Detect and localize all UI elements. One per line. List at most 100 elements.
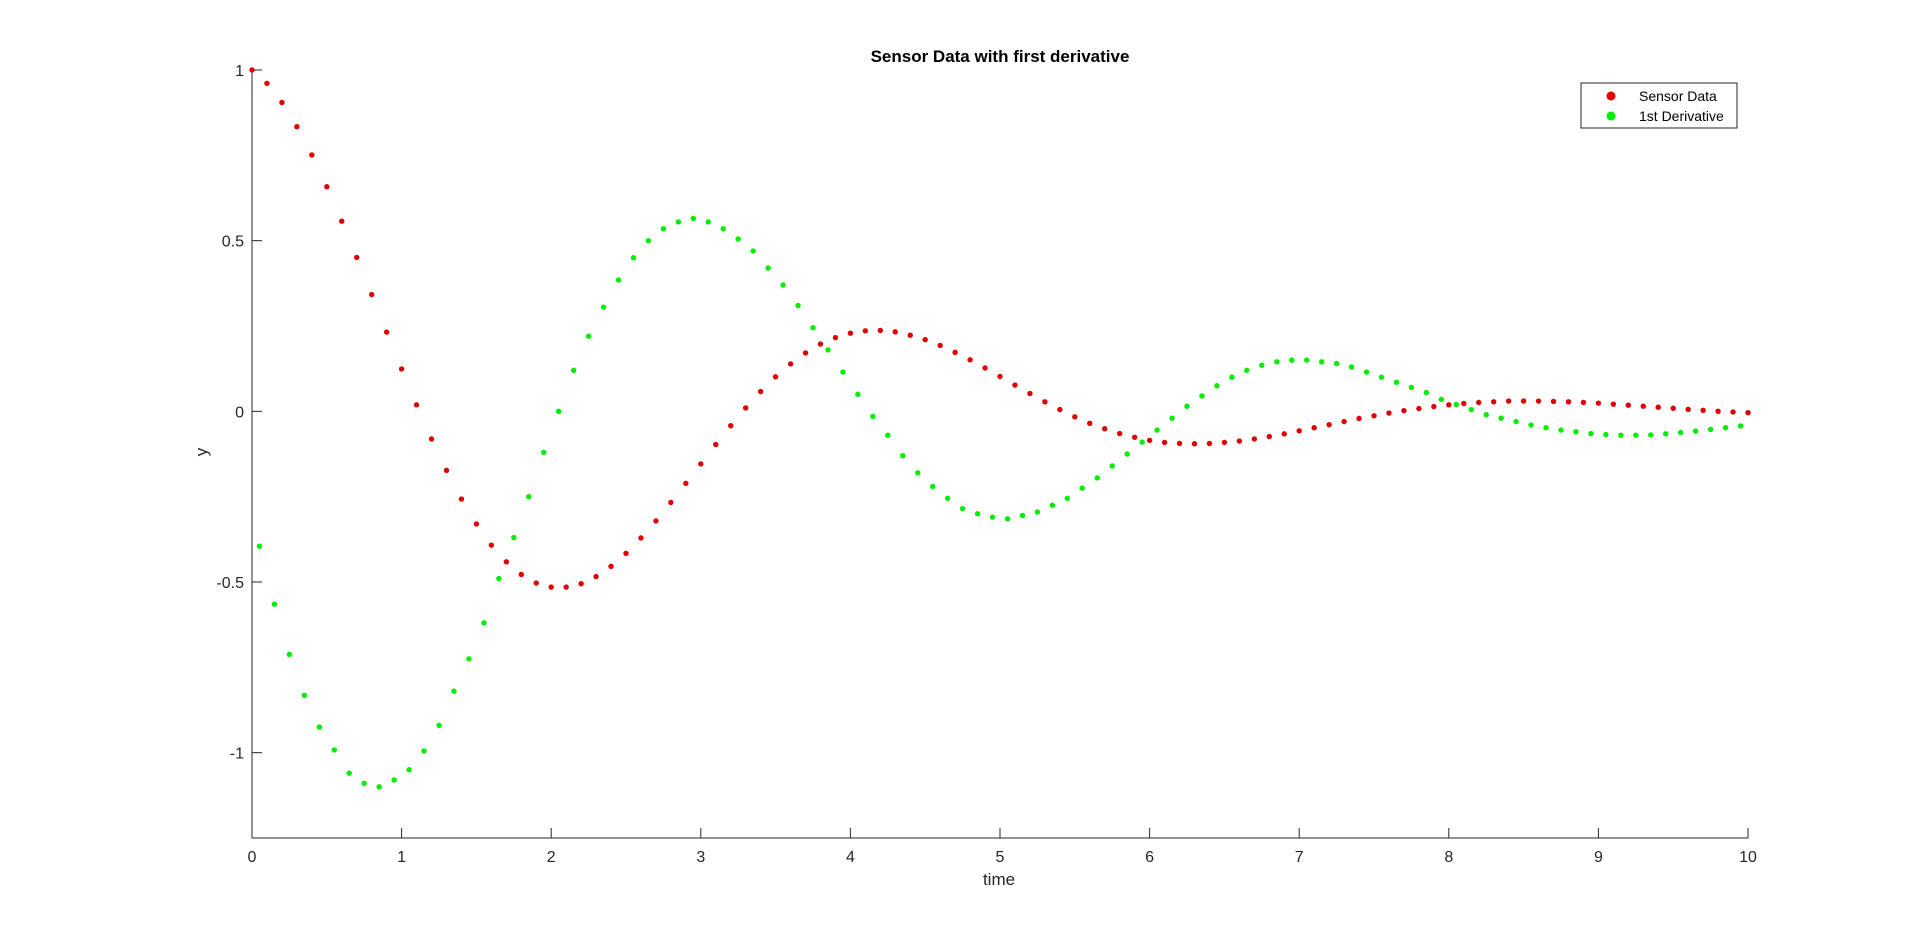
data-point — [600, 304, 607, 310]
data-point — [630, 255, 637, 261]
data-point — [1161, 439, 1168, 446]
data-point — [1303, 357, 1310, 363]
data-point — [331, 747, 337, 753]
data-point — [907, 332, 913, 338]
data-point — [391, 777, 397, 783]
data-point — [1707, 426, 1714, 433]
data-point — [443, 467, 450, 474]
data-point — [413, 402, 420, 408]
data-point — [1064, 495, 1071, 502]
data-point — [570, 367, 577, 374]
data-point — [1094, 475, 1100, 481]
data-point — [1274, 359, 1280, 365]
data-point — [952, 349, 958, 355]
data-point — [1461, 400, 1467, 407]
data-point — [1221, 439, 1228, 446]
data-point — [1700, 407, 1706, 414]
data-point — [817, 341, 824, 347]
data-point — [1610, 401, 1617, 407]
data-point — [339, 218, 345, 224]
data-point — [1057, 406, 1063, 413]
data-point — [1378, 374, 1385, 380]
data-point — [870, 413, 876, 420]
data-point — [974, 511, 981, 517]
legend: Sensor Data 1st Derivative — [1580, 82, 1738, 129]
data-point — [264, 80, 270, 87]
data-point — [466, 656, 472, 662]
data-point — [451, 688, 457, 694]
data-point — [1191, 441, 1198, 447]
data-point — [578, 581, 584, 587]
data-point — [1348, 364, 1355, 370]
data-point — [1154, 427, 1160, 433]
data-point — [1722, 425, 1729, 431]
data-point — [1386, 410, 1392, 416]
data-point — [383, 329, 390, 335]
data-point — [929, 483, 936, 490]
data-point — [1408, 384, 1415, 391]
data-point — [1745, 410, 1751, 416]
data-point — [346, 770, 352, 776]
data-point — [1685, 406, 1691, 412]
data-point — [1640, 403, 1646, 409]
data-point — [1468, 406, 1474, 413]
legend-entry: 1st Derivative — [1639, 108, 1724, 124]
y-tick-label: 0 — [235, 404, 244, 421]
x-tick-label: 3 — [696, 849, 705, 866]
data-point — [511, 534, 517, 541]
data-point — [847, 330, 854, 336]
data-point — [877, 327, 884, 334]
data-point — [825, 347, 831, 353]
x-tick-label: 9 — [1594, 849, 1603, 866]
data-point — [1573, 429, 1579, 435]
data-point — [780, 282, 786, 288]
x-tick-label: 4 — [846, 849, 855, 866]
data-point — [1236, 438, 1243, 444]
data-point — [1019, 512, 1026, 519]
data-point — [944, 495, 951, 502]
data-point — [1169, 415, 1175, 421]
data-point — [653, 518, 659, 524]
x-axis-label: time — [983, 870, 1015, 889]
data-point — [503, 559, 510, 565]
data-point — [683, 480, 689, 487]
x-tick-label: 1 — [397, 849, 406, 866]
data-point — [1528, 422, 1534, 428]
data-point — [354, 254, 360, 261]
data-point — [937, 342, 943, 349]
x-tick-label: 10 — [1739, 849, 1757, 866]
data-point — [249, 67, 255, 73]
data-point — [428, 436, 435, 442]
data-point — [1416, 405, 1422, 412]
data-point — [1281, 431, 1287, 437]
data-point — [1087, 420, 1093, 426]
data-point — [1737, 423, 1744, 429]
data-point — [698, 461, 704, 467]
data-point — [982, 365, 988, 371]
data-point — [1311, 425, 1317, 431]
data-point — [1049, 502, 1056, 508]
data-point — [802, 350, 809, 356]
data-point — [690, 215, 697, 222]
data-point — [1588, 430, 1594, 437]
data-point — [862, 328, 869, 334]
data-point — [1356, 415, 1362, 422]
data-point — [900, 453, 906, 459]
data-point — [496, 575, 502, 582]
data-point — [1184, 403, 1190, 409]
x-tick-label: 8 — [1444, 849, 1453, 866]
data-point — [1214, 383, 1220, 389]
data-point — [473, 521, 480, 527]
data-point — [398, 366, 405, 372]
data-point — [458, 496, 465, 502]
data-point — [1401, 407, 1407, 414]
data-point — [638, 535, 644, 541]
data-point — [1423, 389, 1430, 396]
data-point — [705, 219, 711, 225]
data-point — [1393, 379, 1400, 386]
data-point — [294, 123, 300, 130]
data-point — [301, 692, 308, 699]
data-point — [1677, 429, 1684, 436]
data-point — [728, 422, 734, 429]
